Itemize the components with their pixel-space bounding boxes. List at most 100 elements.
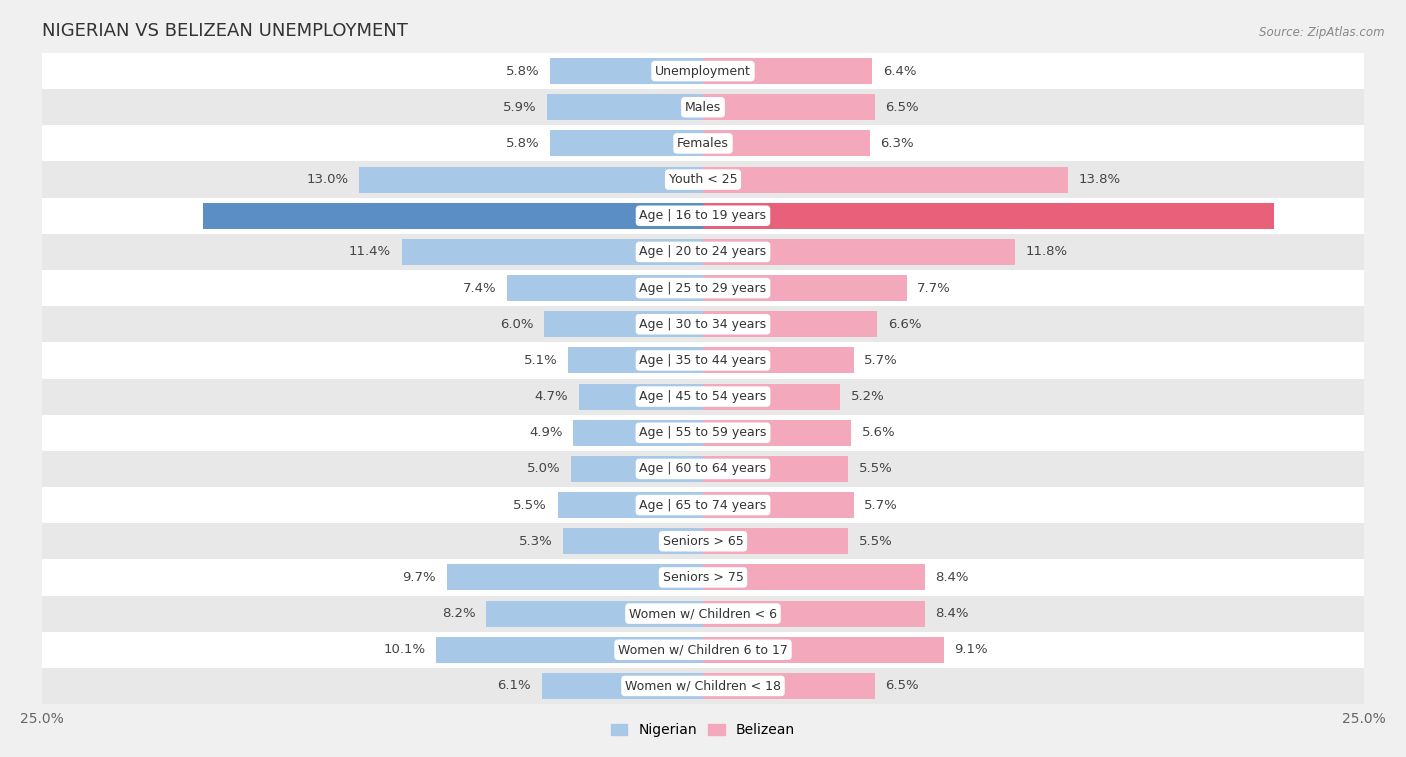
Text: Seniors > 75: Seniors > 75 (662, 571, 744, 584)
Bar (571, 456, 703, 482)
Text: 5.9%: 5.9% (503, 101, 537, 114)
Text: 18.9%: 18.9% (148, 209, 193, 223)
Text: 5.5%: 5.5% (859, 534, 893, 548)
Bar (703, 203, 1274, 229)
Bar (703, 600, 925, 627)
Text: 5.5%: 5.5% (859, 463, 893, 475)
Text: 9.7%: 9.7% (402, 571, 436, 584)
Text: 7.7%: 7.7% (917, 282, 950, 294)
Text: 5.6%: 5.6% (862, 426, 896, 439)
Bar (42, 559, 1364, 596)
Text: 6.5%: 6.5% (886, 680, 920, 693)
Bar (562, 528, 703, 554)
Bar (558, 492, 703, 518)
Text: 9.1%: 9.1% (955, 643, 988, 656)
Bar (547, 94, 703, 120)
Bar (508, 275, 703, 301)
Text: 10.1%: 10.1% (384, 643, 426, 656)
Text: Age | 35 to 44 years: Age | 35 to 44 years (640, 354, 766, 367)
Text: Source: ZipAtlas.com: Source: ZipAtlas.com (1260, 26, 1385, 39)
Text: 6.4%: 6.4% (883, 64, 917, 77)
Text: 6.6%: 6.6% (889, 318, 921, 331)
Text: 8.4%: 8.4% (935, 607, 969, 620)
Bar (544, 311, 703, 338)
Text: Age | 16 to 19 years: Age | 16 to 19 years (640, 209, 766, 223)
Text: NIGERIAN VS BELIZEAN UNEMPLOYMENT: NIGERIAN VS BELIZEAN UNEMPLOYMENT (42, 22, 408, 40)
Text: Age | 20 to 24 years: Age | 20 to 24 years (640, 245, 766, 258)
Bar (703, 94, 875, 120)
Bar (579, 384, 703, 410)
Text: 5.2%: 5.2% (851, 390, 884, 403)
Text: 5.5%: 5.5% (513, 499, 547, 512)
Bar (42, 53, 1364, 89)
Bar (42, 523, 1364, 559)
Text: 5.3%: 5.3% (519, 534, 553, 548)
Text: Age | 55 to 59 years: Age | 55 to 59 years (640, 426, 766, 439)
Bar (42, 161, 1364, 198)
Bar (42, 126, 1364, 161)
Text: 6.0%: 6.0% (501, 318, 534, 331)
Bar (42, 668, 1364, 704)
Bar (703, 637, 943, 663)
Bar (541, 673, 703, 699)
Text: 8.4%: 8.4% (935, 571, 969, 584)
Bar (703, 528, 848, 554)
Bar (42, 487, 1364, 523)
Bar (42, 89, 1364, 126)
Bar (204, 203, 703, 229)
Text: 11.4%: 11.4% (349, 245, 391, 258)
Bar (42, 270, 1364, 306)
Text: Males: Males (685, 101, 721, 114)
Bar (42, 451, 1364, 487)
Bar (550, 130, 703, 157)
Text: 13.0%: 13.0% (307, 173, 349, 186)
Text: 7.4%: 7.4% (463, 282, 496, 294)
Text: 5.7%: 5.7% (865, 354, 898, 367)
Text: Females: Females (678, 137, 728, 150)
Bar (703, 58, 872, 84)
Bar (703, 456, 848, 482)
Text: 5.8%: 5.8% (506, 64, 538, 77)
Bar (703, 347, 853, 373)
Text: 5.7%: 5.7% (865, 499, 898, 512)
Text: Age | 25 to 29 years: Age | 25 to 29 years (640, 282, 766, 294)
Text: Women w/ Children < 18: Women w/ Children < 18 (626, 680, 780, 693)
Bar (568, 347, 703, 373)
Text: 11.8%: 11.8% (1025, 245, 1067, 258)
Bar (703, 492, 853, 518)
Bar (703, 130, 869, 157)
Bar (703, 673, 875, 699)
Text: 5.0%: 5.0% (527, 463, 560, 475)
Bar (42, 306, 1364, 342)
Bar (703, 419, 851, 446)
Bar (703, 565, 925, 590)
Bar (486, 600, 703, 627)
Bar (703, 275, 907, 301)
Bar (447, 565, 703, 590)
Bar (703, 167, 1067, 192)
Text: Age | 65 to 74 years: Age | 65 to 74 years (640, 499, 766, 512)
Text: Seniors > 65: Seniors > 65 (662, 534, 744, 548)
Bar (42, 342, 1364, 378)
Bar (703, 384, 841, 410)
Text: 4.7%: 4.7% (534, 390, 568, 403)
Bar (436, 637, 703, 663)
Text: Youth < 25: Youth < 25 (669, 173, 737, 186)
Text: 5.8%: 5.8% (506, 137, 538, 150)
Text: Unemployment: Unemployment (655, 64, 751, 77)
Bar (360, 167, 703, 192)
Text: 6.5%: 6.5% (886, 101, 920, 114)
Bar (42, 631, 1364, 668)
Bar (550, 58, 703, 84)
Text: 8.2%: 8.2% (441, 607, 475, 620)
Bar (574, 419, 703, 446)
Bar (703, 239, 1015, 265)
Bar (42, 234, 1364, 270)
Text: 5.1%: 5.1% (524, 354, 558, 367)
Bar (42, 378, 1364, 415)
Text: 4.9%: 4.9% (530, 426, 562, 439)
Bar (42, 596, 1364, 631)
Text: 13.8%: 13.8% (1078, 173, 1121, 186)
Text: Women w/ Children < 6: Women w/ Children < 6 (628, 607, 778, 620)
Text: 21.6%: 21.6% (1285, 209, 1330, 223)
